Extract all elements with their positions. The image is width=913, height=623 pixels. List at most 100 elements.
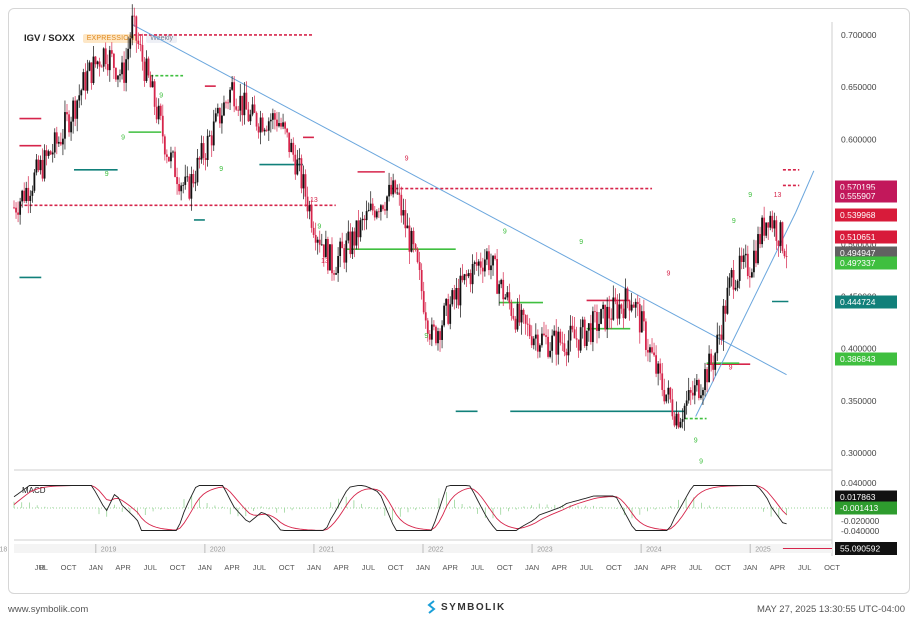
x-tick-label: OCT bbox=[606, 563, 622, 572]
candle-body bbox=[133, 15, 136, 17]
navigator-year-label: 2021 bbox=[319, 547, 335, 554]
candle-body bbox=[435, 326, 437, 344]
candle-body bbox=[316, 239, 319, 243]
candle-body bbox=[216, 107, 219, 114]
candle-body bbox=[66, 112, 68, 115]
candle-body bbox=[174, 151, 176, 177]
candle-body bbox=[339, 241, 342, 257]
candle-body bbox=[286, 128, 289, 133]
candle-body bbox=[278, 123, 280, 127]
x-tick-label: OCT bbox=[388, 563, 404, 572]
x-tick-label: JUL bbox=[580, 563, 593, 572]
candle-body bbox=[532, 338, 535, 346]
candle-body bbox=[753, 250, 755, 273]
candle-body bbox=[337, 256, 340, 274]
candle-body bbox=[751, 272, 753, 278]
candle-body bbox=[449, 304, 452, 324]
candle-body bbox=[143, 61, 146, 81]
x-tick-label: JUL bbox=[471, 563, 484, 572]
candle-body bbox=[695, 379, 698, 386]
candle-body bbox=[298, 158, 301, 160]
candle-body bbox=[327, 238, 329, 271]
x-tick-label: JUL bbox=[362, 563, 375, 572]
candle-body bbox=[33, 172, 36, 191]
candle-body bbox=[74, 100, 77, 119]
candle-body bbox=[296, 159, 299, 175]
navigator-year-label: 2023 bbox=[537, 547, 553, 554]
candle-body bbox=[29, 195, 32, 202]
candle-body bbox=[677, 413, 680, 428]
candle-body bbox=[665, 394, 668, 402]
candle-body bbox=[357, 220, 360, 238]
candle-body bbox=[290, 142, 293, 153]
symbol-title[interactable]: IGV / SOXX bbox=[24, 33, 75, 44]
candle-body bbox=[755, 250, 757, 264]
x-tick-label: APR bbox=[115, 563, 131, 572]
candle-body bbox=[763, 217, 766, 236]
candle-body bbox=[663, 389, 666, 402]
x-tick-label: APR bbox=[443, 563, 459, 572]
candle-body bbox=[123, 62, 125, 83]
x-tick-label: OCT bbox=[279, 563, 295, 572]
candle-body bbox=[351, 231, 354, 255]
candle-body bbox=[732, 270, 735, 290]
candle-body bbox=[612, 297, 615, 320]
candle-body bbox=[771, 215, 774, 229]
candle-body bbox=[64, 112, 66, 139]
candle-body bbox=[777, 240, 780, 246]
candle-body bbox=[310, 205, 313, 228]
candle-body bbox=[92, 56, 95, 84]
candle-body bbox=[632, 304, 635, 308]
candle-body bbox=[781, 222, 784, 251]
candle-body bbox=[300, 158, 303, 189]
sequential-count-marker: 9 bbox=[405, 155, 409, 162]
candle-body bbox=[600, 309, 602, 324]
candle-body bbox=[406, 225, 409, 229]
sequential-count-marker: 9 bbox=[699, 459, 703, 466]
price-label-box bbox=[835, 230, 897, 244]
price-tick-label: 0.350000 bbox=[841, 396, 877, 406]
candle-body bbox=[483, 259, 486, 272]
candle-body bbox=[734, 287, 737, 290]
candle-body bbox=[526, 323, 529, 325]
candle-body bbox=[561, 342, 564, 344]
candle-body bbox=[190, 174, 193, 199]
candle-body bbox=[583, 319, 586, 346]
candle-body bbox=[589, 323, 592, 343]
macd-tick-label: 0.040000 bbox=[841, 478, 877, 488]
x-tick-label: APR bbox=[661, 563, 677, 572]
candle-body bbox=[155, 106, 158, 120]
candle-body bbox=[773, 220, 776, 229]
candle-body bbox=[384, 209, 386, 211]
candle-body bbox=[626, 288, 629, 301]
candle-body bbox=[545, 335, 547, 337]
candle-body bbox=[767, 222, 770, 228]
candle-body bbox=[620, 304, 623, 309]
candle-body bbox=[412, 230, 415, 245]
sequential-count-marker: 9 bbox=[579, 239, 583, 246]
candle-body bbox=[594, 311, 596, 313]
candle-body bbox=[76, 100, 79, 119]
candle-body bbox=[685, 400, 688, 406]
candle-body bbox=[473, 262, 476, 264]
website-link[interactable]: www.symbolik.com bbox=[8, 604, 89, 615]
candle-body bbox=[681, 418, 684, 422]
interval-badge[interactable]: Weekly bbox=[146, 34, 178, 43]
candle-body bbox=[451, 290, 454, 305]
candle-body bbox=[679, 421, 682, 428]
candle-body bbox=[168, 156, 170, 162]
candle-body bbox=[655, 355, 657, 374]
candle-body bbox=[396, 192, 399, 194]
candle-body bbox=[445, 299, 448, 306]
x-tick-label: JAN bbox=[634, 563, 648, 572]
candle-body bbox=[47, 151, 50, 156]
candle-body bbox=[117, 75, 119, 80]
x-tick-label: JAN bbox=[416, 563, 430, 572]
candle-body bbox=[184, 176, 187, 185]
candle-body bbox=[280, 123, 282, 127]
candle-body bbox=[706, 369, 708, 383]
candle-body bbox=[186, 176, 189, 178]
x-tick-label: JAN bbox=[307, 563, 321, 572]
candle-body bbox=[353, 231, 356, 246]
